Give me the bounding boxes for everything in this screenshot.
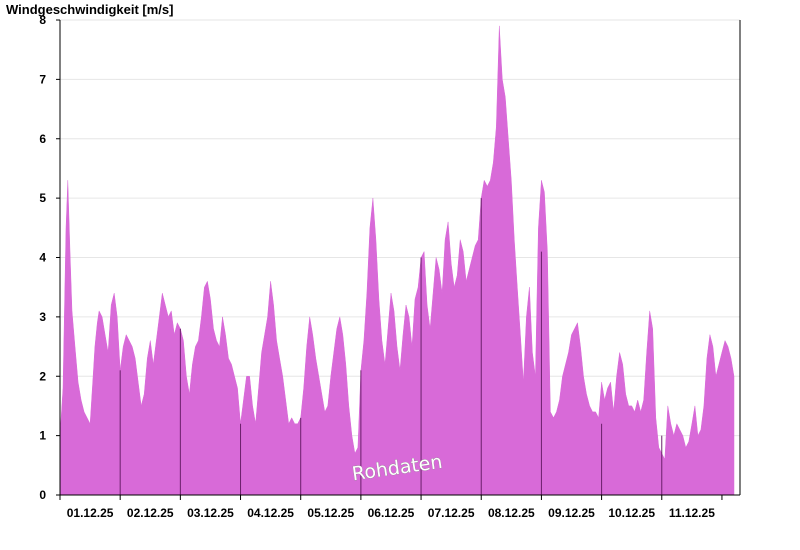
x-tick-label: 02.12.25 <box>127 506 174 520</box>
y-tick-label: 6 <box>39 132 46 146</box>
x-tick-label: 06.12.25 <box>368 506 415 520</box>
x-tick-label: 08.12.25 <box>488 506 535 520</box>
y-tick-label: 0 <box>39 488 46 502</box>
x-tick-labels: 01.12.25 02.12.25 03.12.25 04.12.25 05.12.25… <box>59 495 723 520</box>
x-tick-label: 11.12.25 <box>669 506 715 520</box>
wind-speed-area <box>59 25 735 496</box>
x-tick-label: 09.12.25 <box>548 506 595 520</box>
day-boundary-lines <box>119 198 663 495</box>
y-tick-label: 5 <box>39 191 46 205</box>
x-tick-label: 01.12.25 <box>67 506 114 520</box>
x-tick-label: 07.12.25 <box>428 506 475 520</box>
y-tick-label: 4 <box>39 251 46 265</box>
y-tick-label: 8 <box>39 13 46 27</box>
y-tick-label: 7 <box>39 72 46 86</box>
x-tick-label: 03.12.25 <box>187 506 234 520</box>
y-axis-label: Windgeschwindigkeit [m/s] <box>6 2 173 17</box>
y-tick-label: 3 <box>39 310 46 324</box>
x-tick-label: 05.12.25 <box>307 506 354 520</box>
y-tick-labels: 0 1 2 3 4 5 6 7 8 <box>39 13 60 502</box>
x-tick-label: 04.12.25 <box>247 506 294 520</box>
y-tick-label: 1 <box>39 429 46 443</box>
y-tick-label: 2 <box>39 369 46 383</box>
x-tick-label: 10.12.25 <box>608 506 655 520</box>
